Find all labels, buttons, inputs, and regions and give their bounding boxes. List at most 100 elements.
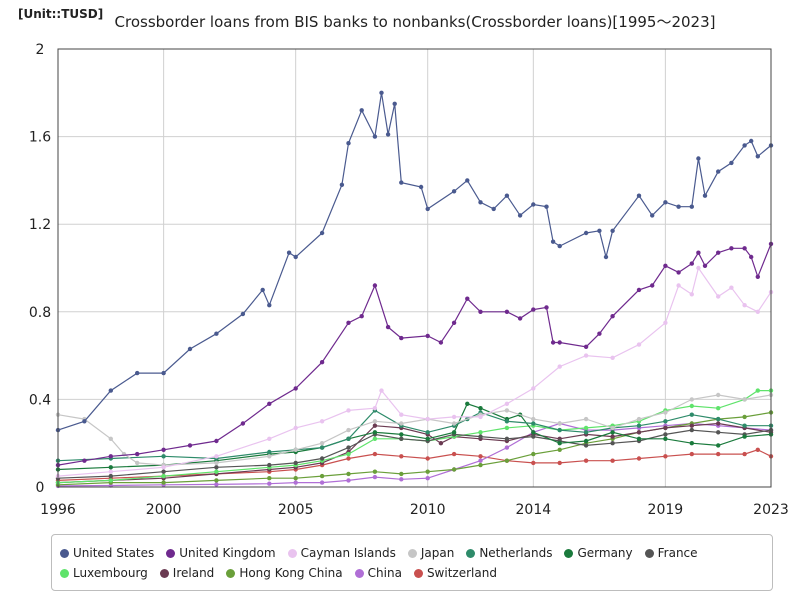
data-point [689, 412, 694, 417]
data-point [372, 134, 378, 139]
legend-label: Luxembourg [73, 566, 148, 580]
data-point [161, 473, 166, 479]
data-point [696, 250, 701, 255]
data-point [610, 458, 615, 463]
data-point [531, 434, 536, 439]
data-point [267, 303, 272, 308]
data-point [214, 331, 219, 336]
data-point [716, 443, 721, 448]
data-point [339, 182, 345, 187]
data-point [636, 423, 642, 428]
legend-item: United States [60, 543, 154, 563]
data-point [359, 108, 364, 113]
data-point [161, 370, 166, 376]
legend-label: Japan [420, 546, 455, 560]
legend-label: United States [73, 546, 155, 560]
data-point [557, 243, 562, 249]
data-point [319, 445, 325, 450]
data-point [696, 156, 701, 161]
data-point [689, 441, 694, 446]
data-point [385, 132, 391, 137]
data-point [293, 386, 298, 391]
data-point [108, 465, 114, 470]
data-point [478, 414, 483, 420]
data-point [610, 430, 615, 435]
legend-item: Cayman Islands [287, 543, 396, 563]
legend-item: Ireland [159, 563, 214, 583]
data-point [465, 401, 470, 406]
data-point [161, 469, 166, 474]
data-point [755, 154, 760, 159]
data-point [346, 478, 351, 483]
data-point [663, 263, 668, 268]
data-point [267, 462, 272, 468]
data-point [504, 419, 510, 424]
data-point [663, 432, 668, 437]
data-point [557, 340, 562, 345]
legend-marker [60, 568, 69, 578]
axes: 0 0.4 0.8 1.2 1.6 2 1996 2000 2005 2010 2014 2019 20… [29, 42, 789, 518]
data-point [550, 239, 556, 244]
legend-item: Germany [564, 543, 633, 563]
data-point [293, 480, 298, 485]
data-point [742, 434, 747, 439]
data-point [451, 414, 457, 420]
data-point [346, 456, 351, 461]
data-point [267, 401, 272, 406]
data-point [187, 443, 193, 448]
data-point [478, 309, 483, 314]
data-point [610, 441, 615, 446]
data-point [742, 397, 747, 402]
data-point [286, 250, 292, 255]
data-point [663, 454, 668, 459]
series-germany [55, 401, 774, 472]
data-point [676, 204, 681, 209]
data-point [425, 469, 430, 474]
data-point [108, 478, 114, 483]
data-point [696, 265, 701, 271]
series-united-states [55, 90, 774, 433]
data-point [135, 460, 140, 466]
data-point [755, 388, 760, 393]
data-point [240, 311, 246, 317]
data-point [425, 430, 430, 435]
data-point [425, 416, 430, 422]
data-point [663, 200, 668, 205]
data-point [346, 451, 351, 457]
data-point [517, 316, 523, 321]
data-point [372, 436, 378, 441]
data-point [716, 392, 721, 398]
data-point [372, 406, 378, 411]
data-point [214, 460, 219, 466]
data-point [187, 346, 193, 352]
data-point [451, 189, 457, 194]
y-tick-label: 0 [36, 480, 45, 496]
legend-label: France [657, 546, 698, 560]
data-point [372, 423, 378, 428]
data-point [504, 309, 510, 314]
y-tick-label: 0.4 [29, 392, 51, 408]
data-point [293, 254, 298, 260]
data-point [372, 474, 378, 480]
data-point [82, 419, 87, 424]
data-point [716, 451, 721, 457]
unit-label: [Unit::TUSD] [18, 7, 104, 21]
data-point [610, 425, 615, 431]
data-point [610, 314, 615, 319]
data-point [425, 476, 430, 481]
data-point [451, 467, 457, 472]
data-point [135, 451, 140, 457]
legend-marker [354, 568, 364, 578]
data-point [716, 169, 721, 174]
data-point [544, 305, 549, 310]
data-point [636, 342, 642, 347]
data-point [478, 200, 483, 205]
data-point [663, 425, 668, 431]
data-point [293, 447, 298, 452]
grid [58, 49, 771, 487]
data-point [663, 320, 668, 325]
series-line [57, 422, 772, 487]
y-tick-label: 2 [36, 42, 45, 58]
data-point [689, 261, 694, 266]
x-tick-label: 1996 [40, 502, 76, 518]
